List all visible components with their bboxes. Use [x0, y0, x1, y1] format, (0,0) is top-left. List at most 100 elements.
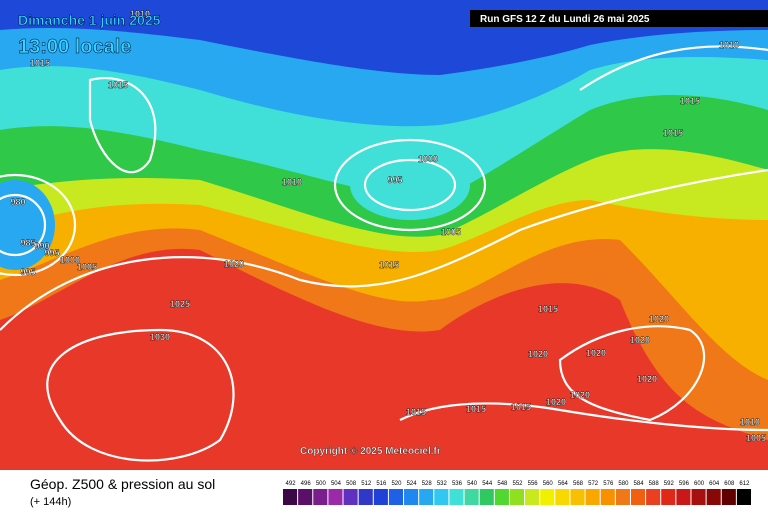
legend-swatch [373, 489, 388, 505]
legend-label: 528 [422, 481, 433, 487]
legend-label: 576 [603, 481, 614, 487]
isobar-label: 1020 [570, 390, 590, 400]
isobar-label: 995 [44, 248, 59, 258]
legend-swatch [328, 489, 343, 505]
isobar-label: 1015 [406, 407, 426, 417]
isobar-label: 980 [10, 197, 25, 207]
legend-label: 556 [528, 481, 539, 487]
isobar [558, 325, 706, 422]
legend-label: 596 [679, 481, 690, 487]
isobar-label: 1020 [649, 314, 669, 324]
copyright: Copyright © 2025 Meteociel.fr [300, 446, 441, 457]
legend-swatch [706, 489, 721, 505]
legend-label: 540 [467, 481, 478, 487]
isobar [399, 402, 768, 432]
legend-swatch [525, 489, 540, 505]
legend-swatch [555, 489, 570, 505]
legend-swatch [615, 489, 630, 505]
legend-swatch [358, 489, 373, 505]
legend-label: 532 [437, 481, 448, 487]
legend-swatch [600, 489, 615, 505]
low-center [0, 180, 55, 270]
footer-subtitle: (+ 144h) [30, 496, 71, 508]
run-box [470, 10, 768, 27]
isobar-label: 1015 [379, 260, 399, 270]
legend-label: 580 [618, 481, 629, 487]
isobar-label: 1015 [30, 58, 50, 68]
legend-label: 512 [361, 481, 372, 487]
isobar [579, 45, 768, 91]
isobar-label: 1005 [77, 262, 97, 272]
legend-swatch [449, 489, 464, 505]
footer-title: Géop. Z500 & pression au sol [30, 476, 215, 492]
run-label: Run GFS 12 Z du Lundi 26 mai 2025 [480, 14, 650, 25]
legend-label: 516 [376, 481, 387, 487]
legend-label: 608 [724, 481, 735, 487]
isobar-label: 995 [20, 267, 35, 277]
legend-label: 588 [649, 481, 660, 487]
legend-label: 604 [709, 481, 720, 487]
isobar [0, 168, 768, 331]
legend-swatch [404, 489, 419, 505]
isobar-label: 1015 [108, 80, 128, 90]
legend-label: 492 [286, 481, 297, 487]
isobar-label: 1025 [170, 299, 190, 309]
isobar-label: 1005 [441, 227, 461, 237]
legend-label: 496 [301, 481, 312, 487]
legend-label: 600 [694, 481, 705, 487]
isobar [0, 173, 77, 277]
isobar-label: 1020 [637, 374, 657, 384]
legend-swatch [646, 489, 661, 505]
isobar [363, 158, 457, 212]
legend-swatch [661, 489, 676, 505]
isobar-label: 1030 [150, 332, 170, 342]
legend-swatch [509, 489, 525, 505]
legend-label: 560 [543, 481, 554, 487]
legend-swatch [570, 489, 585, 505]
isobar-label: 1015 [680, 96, 700, 106]
legend-label: 548 [497, 481, 508, 487]
isobar [0, 193, 47, 257]
isobar-label: 1020 [224, 259, 244, 269]
legend-label: 564 [558, 481, 569, 487]
isobar [46, 328, 235, 462]
legend-label: 592 [664, 481, 675, 487]
legend-swatch [630, 489, 646, 505]
legend-label: 500 [316, 481, 327, 487]
isobar-label: 1010 [130, 9, 150, 19]
isobar [88, 77, 157, 174]
legend-label: 524 [407, 481, 418, 487]
legend-swatch [434, 489, 449, 505]
isobar-label: 1020 [546, 397, 566, 407]
legend-swatch [479, 489, 494, 505]
isobar-label: 1010 [282, 177, 302, 187]
legend-label: 520 [391, 481, 402, 487]
legend-label: 552 [512, 481, 523, 487]
legend-label: 504 [331, 481, 342, 487]
legend-swatch [464, 489, 479, 505]
isobar-label: 1015 [663, 128, 683, 138]
legend-swatch [494, 489, 509, 505]
date-label: Dimanche 1 juin 2025 [18, 12, 161, 28]
isobar-label: 1005 [746, 433, 766, 443]
isobar-label: 1015 [538, 304, 558, 314]
legend-swatch [343, 489, 358, 505]
isobar-label: 1020 [586, 348, 606, 358]
legend-swatch [419, 489, 434, 505]
isobar-label: 1010 [740, 417, 760, 427]
legend-swatch [388, 489, 404, 505]
legend-swatch [585, 489, 600, 505]
isobar-label: 1010 [719, 40, 739, 50]
legend-label: 508 [346, 481, 357, 487]
legend-label: 612 [739, 481, 750, 487]
isobar-label: 1000 [60, 255, 80, 265]
legend-swatch [676, 489, 691, 505]
isobar-label: 1000 [418, 154, 438, 164]
legend-swatch [721, 489, 736, 505]
legend-label: 568 [573, 481, 584, 487]
isobar-label: 1015 [466, 404, 486, 414]
legend-swatch [540, 489, 555, 505]
isobar-label: 995 [387, 175, 402, 185]
isobar-label: 1020 [528, 349, 548, 359]
